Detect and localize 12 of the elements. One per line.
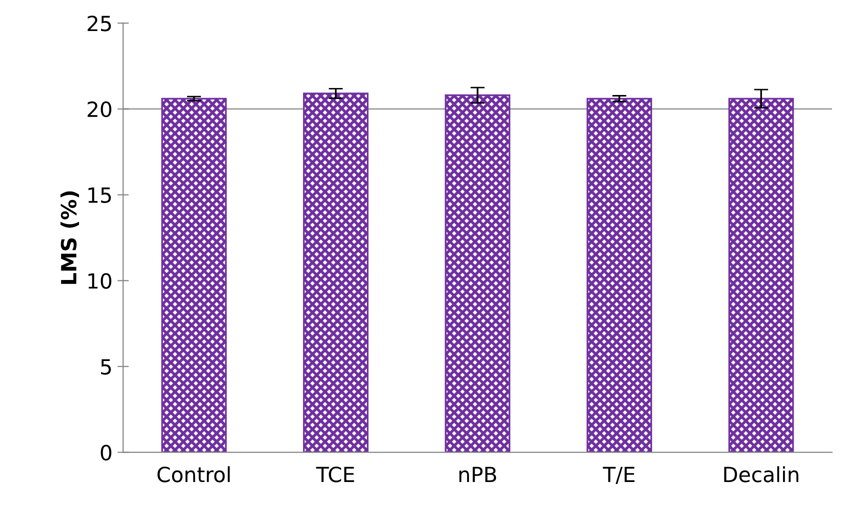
y-tick-label: 5	[101, 359, 111, 375]
x-tick-label: T/E	[602, 466, 634, 484]
y-tick-label: 25	[88, 16, 111, 32]
y-axis-title: LMS (%)	[60, 191, 80, 284]
x-tick-label: Control	[158, 466, 230, 482]
x-tick-label: nPB	[459, 466, 496, 482]
y-tick-label: 20	[88, 101, 112, 118]
y-tick-label: 0	[100, 444, 112, 461]
y-tick-label: 15	[88, 188, 111, 204]
x-tick-label: TCE	[316, 466, 354, 482]
y-tick-label: 10	[88, 273, 112, 289]
x-tick-label: Decalin	[724, 466, 798, 482]
